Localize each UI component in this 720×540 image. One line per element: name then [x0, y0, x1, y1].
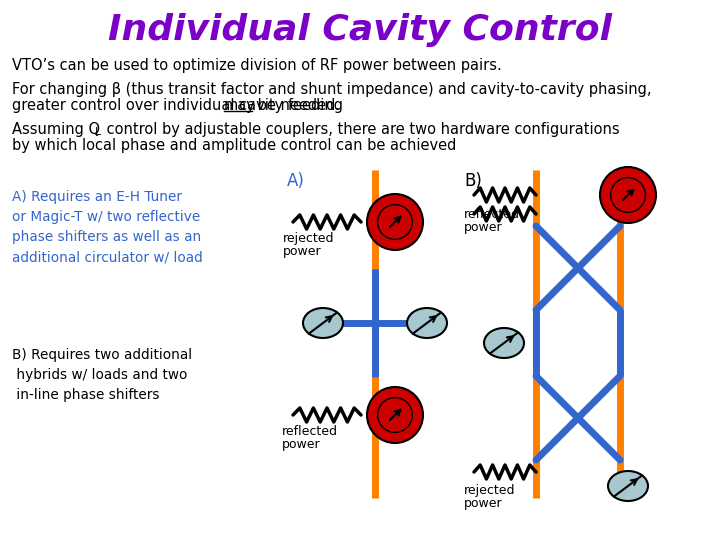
- Text: power: power: [283, 245, 322, 258]
- Text: may: may: [224, 98, 256, 113]
- Ellipse shape: [303, 308, 343, 338]
- Text: L: L: [95, 127, 102, 137]
- Text: power: power: [282, 438, 320, 451]
- Text: reflected: reflected: [464, 208, 520, 221]
- Text: be needed.: be needed.: [253, 98, 340, 113]
- Text: A): A): [287, 172, 305, 190]
- Circle shape: [600, 167, 656, 223]
- Circle shape: [367, 387, 423, 443]
- Text: B): B): [464, 172, 482, 190]
- Text: greater control over individual cavity feeding: greater control over individual cavity f…: [12, 98, 348, 113]
- Text: control by adjustable couplers, there are two hardware configurations: control by adjustable couplers, there ar…: [102, 122, 620, 137]
- Text: power: power: [464, 497, 503, 510]
- Text: rejected: rejected: [283, 232, 335, 245]
- Text: For changing β (thus transit factor and shunt impedance) and cavity-to-cavity ph: For changing β (thus transit factor and …: [12, 82, 652, 97]
- Text: Individual Cavity Control: Individual Cavity Control: [108, 13, 612, 47]
- Text: by which local phase and amplitude control can be achieved: by which local phase and amplitude contr…: [12, 138, 456, 153]
- Ellipse shape: [484, 328, 524, 358]
- Circle shape: [367, 194, 423, 250]
- Ellipse shape: [608, 471, 648, 501]
- Text: reflected: reflected: [282, 425, 338, 438]
- Text: rejected: rejected: [464, 484, 516, 497]
- Ellipse shape: [407, 308, 447, 338]
- Text: VTO’s can be used to optimize division of RF power between pairs.: VTO’s can be used to optimize division o…: [12, 58, 502, 73]
- Text: B) Requires two additional
 hybrids w/ loads and two
 in-line phase shifters: B) Requires two additional hybrids w/ lo…: [12, 348, 192, 402]
- Text: A) Requires an E-H Tuner
or Magic-T w/ two reflective
phase shifters as well as : A) Requires an E-H Tuner or Magic-T w/ t…: [12, 190, 203, 264]
- Text: power: power: [464, 221, 503, 234]
- Text: Assuming Q: Assuming Q: [12, 122, 100, 137]
